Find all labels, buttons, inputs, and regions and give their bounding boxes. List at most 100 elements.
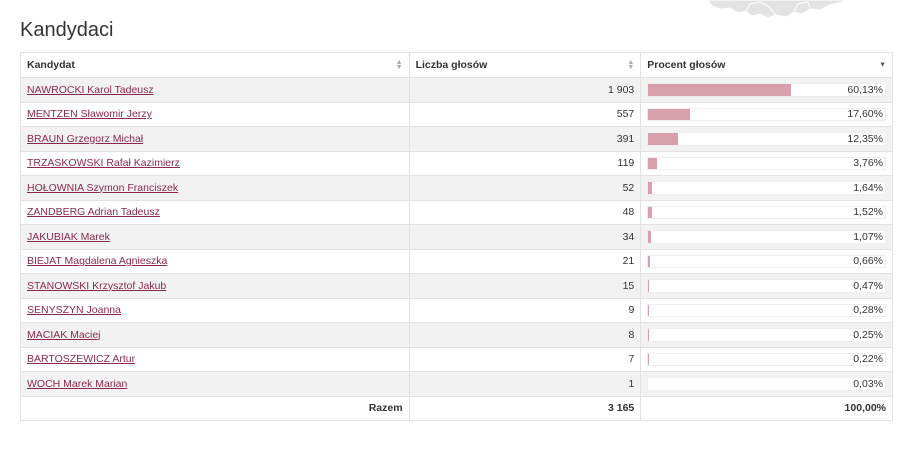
table-row: MACIAK Maciej 8 0,25%: [20, 322, 893, 348]
table-row: BARTOSZEWICZ Artur 7 0,22%: [20, 346, 893, 372]
vote-count: 391: [408, 126, 642, 152]
table-row: HOŁOWNIA Szymon Franciszek 52 1,64%: [20, 175, 893, 201]
vote-count: 48: [408, 199, 642, 225]
candidate-link[interactable]: TRZASKOWSKI Rafał Kazimierz: [27, 157, 180, 170]
vote-count: 119: [408, 150, 642, 176]
vote-count: 52: [408, 175, 642, 201]
percent-cell: 0,66%: [640, 248, 893, 274]
percent-bar-fill: [648, 182, 653, 194]
table-row: SENYSZYN Joanna 9 0,28%: [20, 297, 893, 323]
percent-bar-track: 0,03%: [647, 377, 886, 391]
percent-cell: 17,60%: [640, 101, 893, 127]
percent-bar-fill: [648, 84, 791, 96]
percent-value: 0,03%: [853, 377, 883, 390]
percent-value: 1,52%: [853, 206, 883, 219]
candidate-cell: WOCH Marek Marian: [20, 371, 410, 397]
percent-value: 0,66%: [853, 255, 883, 268]
percent-bar-fill: [648, 353, 649, 365]
table-header-row: Kandydat ▲ ▼ Liczba głosów ▲ ▼ Procent gło…: [20, 52, 893, 78]
percent-value: 60,13%: [847, 83, 883, 96]
candidate-link[interactable]: BARTOSZEWICZ Artur: [27, 353, 136, 366]
sort-both-icon: ▲ ▼: [627, 59, 635, 71]
percent-cell: 60,13%: [640, 77, 893, 103]
candidate-cell: TRZASKOWSKI Rafał Kazimierz: [20, 150, 410, 176]
table-row: ZANDBERG Adrian Tadeusz 48 1,52%: [20, 199, 893, 225]
candidate-cell: MACIAK Maciej: [20, 322, 410, 348]
percent-value: 12,35%: [847, 132, 883, 145]
vote-count: 34: [408, 224, 642, 250]
percent-value: 0,47%: [853, 279, 883, 292]
percent-bar-fill: [648, 133, 678, 145]
column-header-percent[interactable]: Procent głosów ▼: [640, 52, 893, 78]
candidate-link[interactable]: BIEJAT Magdalena Agnieszka: [27, 255, 168, 268]
candidate-link[interactable]: SENYSZYN Joanna: [27, 304, 121, 317]
map-fragment: [707, 0, 847, 19]
candidate-cell: MENTZEN Sławomir Jerzy: [20, 101, 410, 127]
candidate-cell: HOŁOWNIA Szymon Franciszek: [20, 175, 410, 201]
percent-bar-fill: [648, 280, 650, 292]
candidate-cell: BARTOSZEWICZ Artur: [20, 346, 410, 372]
percent-value: 0,25%: [853, 328, 883, 341]
candidate-link[interactable]: WOCH Marek Marian: [27, 377, 128, 390]
percent-value: 0,22%: [853, 353, 883, 366]
candidate-cell: SENYSZYN Joanna: [20, 297, 410, 323]
table-row: JAKUBIAK Marek 34 1,07%: [20, 224, 893, 250]
percent-bar-track: 17,60%: [647, 107, 886, 121]
percent-bar-fill: [648, 329, 649, 341]
candidate-link[interactable]: JAKUBIAK Marek: [27, 230, 110, 243]
column-header-candidate[interactable]: Kandydat ▲ ▼: [20, 52, 410, 78]
candidate-link[interactable]: NAWROCKI Karol Tadeusz: [27, 83, 154, 96]
candidate-cell: ZANDBERG Adrian Tadeusz: [20, 199, 410, 225]
total-percent: 100,00%: [640, 395, 893, 421]
candidate-link[interactable]: HOŁOWNIA Szymon Franciszek: [27, 181, 179, 194]
total-label: Razem: [20, 395, 410, 421]
candidate-link[interactable]: BRAUN Grzegorz Michał: [27, 132, 144, 145]
percent-cell: 1,07%: [640, 224, 893, 250]
table-row: STANOWSKI Krzysztof Jakub 15 0,47%: [20, 273, 893, 299]
percent-cell: 0,28%: [640, 297, 893, 323]
percent-bar-fill: [648, 231, 651, 243]
percent-bar-fill: [648, 206, 652, 218]
percent-cell: 12,35%: [640, 126, 893, 152]
column-header-label: Liczba głosów: [415, 59, 488, 71]
candidates-table: Kandydat ▲ ▼ Liczba głosów ▲ ▼ Procent gło…: [20, 52, 893, 421]
column-header-label: Kandydat: [27, 59, 75, 71]
candidate-link[interactable]: MENTZEN Sławomir Jerzy: [27, 108, 152, 121]
percent-cell: 3,76%: [640, 150, 893, 176]
percent-cell: 0,22%: [640, 346, 893, 372]
percent-bar-track: 1,07%: [647, 230, 886, 244]
table-row: MENTZEN Sławomir Jerzy 557 17,60%: [20, 101, 893, 127]
vote-count: 8: [408, 322, 642, 348]
total-votes: 3 165: [408, 395, 642, 421]
candidate-link[interactable]: STANOWSKI Krzysztof Jakub: [27, 279, 167, 292]
candidate-cell: BRAUN Grzegorz Michał: [20, 126, 410, 152]
vote-count: 557: [408, 101, 642, 127]
column-header-votes[interactable]: Liczba głosów ▲ ▼: [408, 52, 642, 78]
candidate-cell: STANOWSKI Krzysztof Jakub: [20, 273, 410, 299]
percent-value: 1,64%: [853, 181, 883, 194]
table-row: NAWROCKI Karol Tadeusz 1 903 60,13%: [20, 77, 893, 103]
percent-bar-track: 12,35%: [647, 132, 886, 146]
percent-bar-fill: [648, 255, 650, 267]
page-title: Kandydaci: [20, 19, 114, 41]
sort-descending-icon: ▼: [879, 61, 886, 69]
percent-value: 3,76%: [853, 157, 883, 170]
percent-bar-track: 0,66%: [647, 254, 886, 268]
percent-cell: 0,47%: [640, 273, 893, 299]
sort-both-icon: ▲ ▼: [395, 59, 403, 71]
percent-bar-fill: [648, 304, 649, 316]
vote-count: 1: [408, 371, 642, 397]
percent-bar-track: 0,22%: [647, 352, 886, 366]
vote-count: 15: [408, 273, 642, 299]
percent-bar-track: 1,52%: [647, 205, 886, 219]
candidate-cell: BIEJAT Magdalena Agnieszka: [20, 248, 410, 274]
column-header-label: Procent głosów: [647, 59, 726, 71]
candidate-link[interactable]: MACIAK Maciej: [27, 328, 101, 341]
percent-bar-track: 0,28%: [647, 303, 886, 317]
candidate-cell: JAKUBIAK Marek: [20, 224, 410, 250]
percent-value: 0,28%: [853, 304, 883, 317]
percent-bar-track: 0,25%: [647, 328, 886, 342]
table-row: BRAUN Grzegorz Michał 391 12,35%: [20, 126, 893, 152]
percent-bar-fill: [648, 108, 690, 120]
candidate-link[interactable]: ZANDBERG Adrian Tadeusz: [27, 206, 160, 219]
